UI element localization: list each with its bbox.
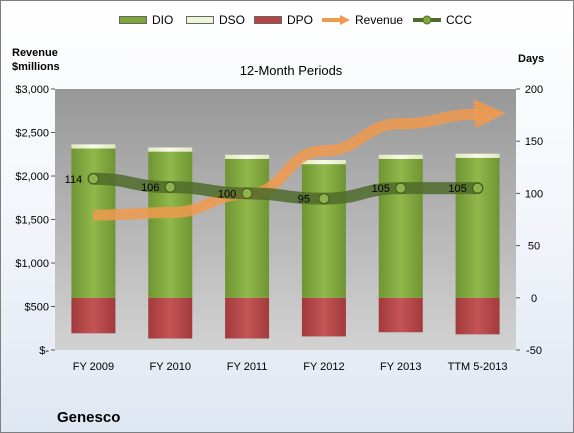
ccc-point: [472, 182, 484, 194]
bar-dso: [455, 153, 500, 158]
legend-item-dso: DSO: [186, 10, 245, 30]
left-axis-title: Revenue $millions: [12, 46, 60, 74]
bar-dpo: [225, 297, 270, 339]
bar-dpo: [148, 297, 193, 339]
bar-dpo: [455, 297, 500, 335]
revenue-line: [93, 108, 478, 221]
ccc-point: [318, 193, 330, 205]
bar-dso: [378, 154, 423, 159]
legend-label-ccc: CCC: [446, 13, 472, 27]
legend-arrow-revenue: [322, 13, 350, 27]
left-tick-label: $1,500: [15, 215, 49, 227]
legend: DIO DSO DPO Revenue CCC: [1, 10, 573, 30]
ccc-point: [164, 181, 176, 193]
category-label: FY 2011: [227, 361, 268, 373]
right-tick-label: 100: [525, 188, 543, 200]
ccc-point: [395, 182, 407, 194]
right-tick-label: 50: [528, 241, 540, 253]
right-tick-label: 0: [531, 293, 537, 305]
bar-dpo: [301, 297, 346, 337]
left-tick-label: $1,000: [15, 258, 49, 270]
bar-dio: [301, 164, 346, 298]
revenue-arrowhead: [473, 99, 506, 129]
ccc-data-label: 100: [218, 188, 236, 200]
category-label: FY 2013: [380, 361, 421, 373]
bar-dso: [301, 159, 346, 165]
ccc-data-label: 105: [448, 183, 466, 195]
left-tick-label: $2,500: [15, 128, 49, 140]
legend-item-revenue: Revenue: [322, 10, 403, 30]
bar-dpo: [71, 297, 116, 334]
left-tick-label: $3,000: [15, 84, 49, 96]
legend-swatch-dpo: [254, 16, 282, 24]
bar-dso: [71, 144, 116, 149]
category-label: TTM 5-2013: [448, 361, 508, 373]
bar-dio: [455, 157, 500, 298]
left-axis-title-line1: Revenue: [12, 47, 58, 59]
ccc-data-label: 95: [298, 194, 310, 206]
bar-dpo: [378, 297, 423, 333]
bar-dio: [71, 148, 116, 298]
legend-item-dpo: DPO: [254, 10, 313, 30]
right-tick-label: -50: [526, 345, 542, 357]
left-tick-label: $500: [25, 302, 49, 314]
ccc-data-label: 106: [141, 182, 159, 194]
legend-item-dio: DIO: [119, 10, 173, 30]
bar-dio: [148, 151, 193, 298]
legend-label-dso: DSO: [219, 13, 246, 27]
ccc-data-label: 114: [65, 174, 83, 186]
company-name: Genesco: [57, 409, 121, 426]
right-tick-label: 150: [525, 136, 543, 148]
bar-dio: [378, 158, 423, 298]
legend-swatch-dio: [119, 16, 147, 24]
category-label: FY 2012: [303, 361, 344, 373]
right-tick-label: 200: [525, 84, 543, 96]
legend-swatch-dso: [186, 16, 214, 24]
legend-label-revenue: Revenue: [355, 13, 404, 27]
ccc-point: [241, 187, 253, 199]
bar-dso: [225, 154, 270, 159]
chart-title: 12-Month Periods: [239, 63, 343, 78]
category-label: FY 2010: [150, 361, 191, 373]
category-label: FY 2009: [73, 361, 114, 373]
left-tick-label: $2,000: [15, 171, 49, 183]
bar-dio: [225, 158, 270, 298]
legend-label-dio: DIO: [152, 13, 174, 27]
plot-area: [55, 89, 516, 350]
left-tick-label: $-: [39, 345, 49, 357]
left-axis-title-line2: $millions: [12, 61, 60, 73]
bar-dso: [148, 147, 193, 152]
ccc-data-label: 105: [372, 183, 390, 195]
legend-item-ccc: CCC: [413, 10, 472, 30]
ccc-point: [87, 173, 99, 185]
legend-label-dpo: DPO: [287, 13, 314, 27]
right-axis-title: Days: [518, 53, 545, 65]
legend-line-ccc: [413, 13, 441, 27]
